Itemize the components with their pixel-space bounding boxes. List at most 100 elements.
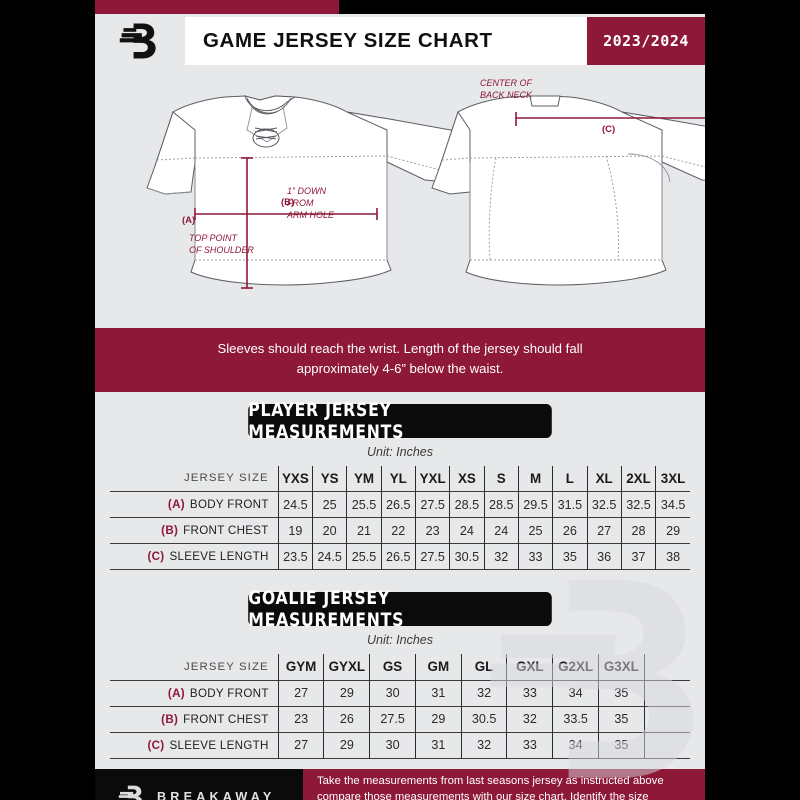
label-b: (B) (281, 197, 294, 208)
measurement-row-label: (C) SLEEVE LENGTH (147, 550, 269, 564)
measurement-cell: 21 (346, 517, 382, 544)
measurement-cell: 32 (460, 732, 507, 759)
size-header-cell: GS (369, 654, 416, 681)
footer-brand: BREAKAWAY (95, 768, 303, 800)
empty-cell (643, 680, 690, 707)
size-header-cell: GM (414, 654, 462, 681)
size-header-cell: S (483, 465, 519, 492)
top-accent-bar (95, 0, 705, 14)
fit-note-banner: Sleeves should reach the wrist. Length o… (95, 328, 705, 392)
measurement-cell: 32.5 (586, 491, 622, 518)
measurement-cell: 23 (277, 706, 324, 733)
breakaway-b-logo-icon (118, 785, 143, 800)
measurement-cell: 31 (414, 680, 462, 707)
measurement-cell: 27.5 (414, 491, 450, 518)
measurement-cell: 29 (414, 706, 462, 733)
measurement-marker: (C) (147, 550, 165, 564)
measurement-cell: 31 (414, 732, 462, 759)
measurement-cell: 25 (517, 517, 553, 544)
measurement-cell: 31.5 (552, 491, 588, 518)
table-row: (A) BODY FRONT 24.5 25 25.5 26.5 27.5 28.5 28.5 2… (110, 491, 690, 518)
size-header-cell: GYXL (323, 654, 370, 681)
measurement-cell: 32 (506, 706, 553, 733)
measurement-cell: 33 (506, 680, 553, 707)
content-column: GAME JERSEY SIZE CHART 2023/2024 .jl { f… (95, 0, 705, 800)
label-b-note-1: 1” DOWN (287, 186, 326, 196)
measurement-marker: (A) (167, 498, 185, 512)
measurement-cell: 24.5 (312, 543, 347, 570)
size-header-cell: 3XL (655, 465, 690, 492)
measurement-cell: 34 (552, 680, 599, 707)
measurement-cell: 34.5 (655, 491, 690, 518)
measurement-cell: 24 (483, 517, 519, 544)
label-c-note-1: CENTER OF (480, 78, 533, 88)
breakaway-b-logo-icon (119, 23, 156, 59)
footer-note-line-2: compare those measurements with our size… (317, 790, 649, 800)
measurement-row-label: (B) FRONT CHEST (161, 712, 269, 726)
footer-brand-name: BREAKAWAY (157, 789, 276, 800)
footer-note-line-1: Take the measurements from last seasons … (317, 774, 664, 787)
goalie-measurements-section: GOALIE JERSEY MEASUREMENTS Unit: Inches … (95, 579, 705, 778)
label-b-note-3: ARM HOLE (286, 210, 335, 220)
goalie-section-title: GOALIE JERSEY MEASUREMENTS (248, 587, 552, 631)
size-header-cell: GL (460, 654, 507, 681)
table-row: (C) SLEEVE LENGTH 23.5 24.5 25.5 26.5 27.5 30.5… (110, 543, 690, 570)
measurement-cell: 35 (597, 732, 645, 759)
label-a-note-1: TOP POINT (189, 233, 239, 243)
page-footer: BREAKAWAY Take the measurements from las… (95, 768, 705, 800)
measurement-cell: 35 (597, 680, 645, 707)
measurement-cell: 20 (312, 517, 347, 544)
measurement-marker: (B) (161, 524, 179, 538)
table-row: (C) SLEEVE LENGTH 27 29 30 31 32 33 34 35 (110, 732, 690, 759)
measurement-cell: 27 (277, 732, 324, 759)
size-header-cell: XS (449, 465, 485, 492)
measurement-marker: (B) (161, 712, 179, 726)
measurement-cell: 26.5 (380, 543, 416, 570)
measurement-cell: 28 (620, 517, 656, 544)
jersey-illustration-panel: .jl { fill:#ffffff; stroke:#5c5f66; stro… (95, 70, 705, 328)
size-header-cell: YM (346, 465, 382, 492)
header-logo (95, 14, 185, 70)
measurement-cell: 19 (277, 517, 313, 544)
season-badge: 2023/2024 (587, 17, 705, 65)
size-header-cell: 2XL (620, 465, 656, 492)
player-measurements-section: PLAYER JERSEY MEASUREMENTS Unit: Inches … (95, 391, 705, 581)
measurement-cell: 32 (483, 543, 519, 570)
player-measurements-table: JERSEY SIZE YXS YS YM YL YXL XS S M L XL 2XL 3XL (A) B… (110, 465, 690, 571)
measurement-row-label: (A) BODY FRONT (167, 686, 269, 700)
fit-note-line-2: approximately 4-6” below the waist. (296, 360, 504, 376)
goalie-measurements-table: JERSEY SIZE GYM GYXL GS GM GL GXL G2XL G3XL (A) BO… (110, 654, 690, 759)
title-plate: GAME JERSEY SIZE CHART (185, 17, 587, 65)
measurement-cell: 29.5 (517, 491, 553, 518)
size-header-cell: G3XL (597, 654, 645, 681)
measurement-cell: 35 (552, 543, 588, 570)
measurement-cell: 29 (323, 680, 370, 707)
measurement-row-label: (C) SLEEVE LENGTH (147, 738, 269, 752)
size-header-cell: GXL (506, 654, 553, 681)
label-c: (C) (602, 124, 615, 135)
fit-note-line-1: Sleeves should reach the wrist. Length o… (217, 341, 583, 356)
measurement-cell: 33.5 (552, 706, 599, 733)
measurement-marker: (A) (167, 686, 185, 700)
size-header-cell: G2XL (552, 654, 599, 681)
measurement-cell: 35 (597, 706, 645, 733)
table-row: (A) BODY FRONT 27 29 30 31 32 33 34 35 (110, 680, 690, 707)
jersey-size-label: JERSEY SIZE (184, 472, 269, 485)
label-b-note-2: FROM (287, 198, 314, 208)
measurement-cell: 32 (460, 680, 507, 707)
size-header-cell: YXS (277, 465, 313, 492)
measurement-cell: 26 (323, 706, 370, 733)
empty-cell (643, 654, 690, 681)
measurement-cell: 27 (586, 517, 622, 544)
measurement-cell: 28.5 (449, 491, 485, 518)
measurement-cell: 24 (449, 517, 485, 544)
empty-cell (643, 732, 690, 759)
player-unit-label: Unit: Inches (366, 444, 433, 459)
size-header-cell: GYM (277, 654, 324, 681)
measurement-cell: 28.5 (483, 491, 519, 518)
top-accent-maroon (95, 0, 339, 14)
table-header-row: JERSEY SIZE YXS YS YM YL YXL XS S M L XL 2XL 3XL (110, 465, 690, 492)
measurement-cell: 29 (655, 517, 690, 544)
size-header-cell: L (552, 465, 588, 492)
